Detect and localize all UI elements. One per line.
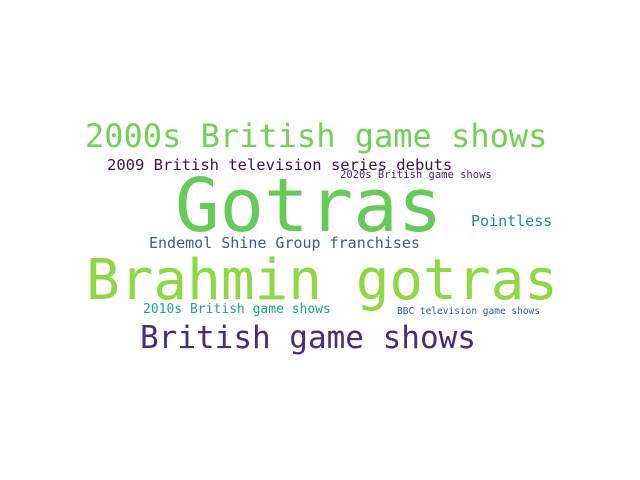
word-pointless: Pointless (471, 212, 553, 230)
word-brahmin-gotras: Brahmin gotras (86, 248, 559, 313)
word-british-game-shows: British game shows (140, 320, 476, 356)
word-cloud: Gotras Brahmin gotras 2000s British game… (80, 120, 560, 360)
word-2010s-british-game-shows: 2010s British game shows (143, 302, 331, 317)
word-2000s-british-game-shows: 2000s British game shows (85, 117, 548, 155)
word-bbc-television-game-shows: BBC television game shows (397, 306, 540, 317)
word-2009-british-television-series-debuts: 2009 British television series debuts (107, 156, 453, 174)
word-endemol-shine-group-franchises: Endemol Shine Group franchises (149, 234, 420, 252)
word-gotras: Gotras (175, 163, 443, 249)
word-2020s-british-game-shows: 2020s British game shows (340, 169, 492, 181)
